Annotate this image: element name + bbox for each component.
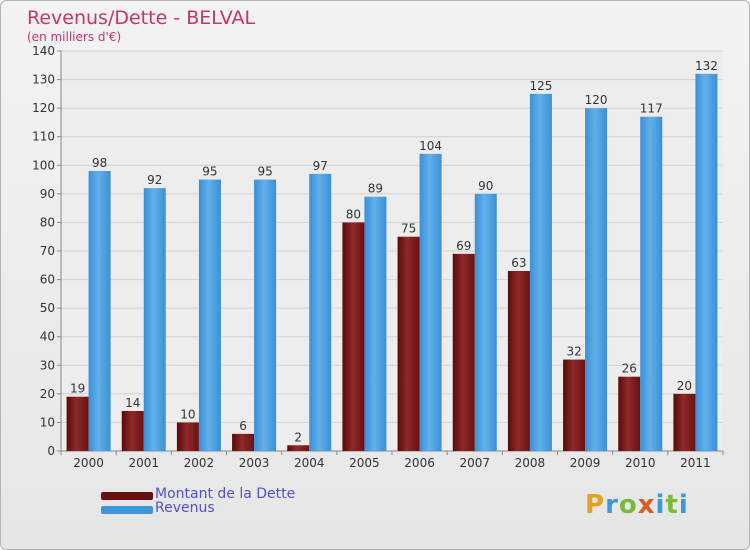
y-tick-label: 120 [32, 101, 55, 115]
y-tick-label: 10 [40, 415, 55, 429]
bar-debt [232, 433, 255, 451]
bar-revenue [143, 188, 166, 451]
y-tick-label: 50 [40, 301, 55, 315]
data-label-revenue: 90 [478, 179, 493, 193]
x-tick-label: 2000 [73, 456, 104, 470]
data-label-debt: 32 [566, 345, 581, 359]
bar-revenue [364, 196, 387, 451]
y-tick-label: 90 [40, 187, 55, 201]
logo-letter: i [678, 490, 689, 520]
bar-revenue [419, 153, 442, 451]
legend-label-debt: Montant de la Dette [155, 486, 296, 502]
proxiti-logo: Proxiti [585, 490, 689, 520]
data-label-debt: 63 [511, 256, 526, 270]
data-label-debt: 19 [70, 382, 85, 396]
data-label-revenue: 132 [695, 59, 718, 73]
x-tick-label: 2006 [404, 456, 435, 470]
bar-debt [618, 376, 641, 451]
y-tick-label: 60 [40, 273, 55, 287]
bar-revenue [198, 179, 221, 452]
chart-subtitle: (en milliers d'€) [27, 30, 122, 44]
x-tick-label: 2011 [680, 456, 711, 470]
bar-revenue [254, 179, 277, 452]
bar-revenue [88, 171, 111, 451]
data-label-debt: 20 [677, 379, 692, 393]
data-label-revenue: 95 [257, 165, 272, 179]
data-label-debt: 2 [294, 430, 302, 444]
bar-revenue [474, 193, 497, 451]
data-label-debt: 69 [456, 239, 471, 253]
y-tick-label: 0 [47, 444, 55, 458]
legend-swatch-revenue [101, 506, 153, 514]
data-label-debt: 14 [125, 396, 140, 410]
x-tick-label: 2004 [294, 456, 325, 470]
bar-debt [397, 236, 420, 451]
x-tick-label: 2007 [459, 456, 490, 470]
bar-revenue [529, 93, 552, 451]
logo-letter: t [665, 490, 679, 520]
x-tick-label: 2005 [349, 456, 380, 470]
y-tick-label: 110 [32, 130, 55, 144]
data-label-revenue: 120 [585, 93, 608, 107]
bar-debt [121, 411, 144, 451]
logo-letter: i [655, 490, 666, 520]
y-tick-label: 40 [40, 330, 55, 344]
bar-debt [563, 359, 586, 451]
bar-debt [452, 253, 475, 451]
logo-letter: o [618, 490, 638, 520]
y-tick-label: 30 [40, 358, 55, 372]
data-label-debt: 6 [239, 419, 247, 433]
data-label-revenue: 98 [92, 156, 107, 170]
data-label-debt: 26 [622, 362, 637, 376]
x-tick-label: 2001 [128, 456, 159, 470]
logo-letter: P [585, 490, 606, 520]
x-tick-label: 2010 [625, 456, 656, 470]
bar-debt [287, 445, 310, 451]
y-tick-label: 140 [32, 44, 55, 58]
bar-revenue [585, 108, 608, 452]
y-tick-label: 20 [40, 387, 55, 401]
y-tick-label: 80 [40, 215, 55, 229]
bar-revenue [309, 173, 332, 451]
bar-revenue [695, 73, 718, 451]
data-label-revenue: 104 [419, 139, 442, 153]
logo-letter: x [637, 490, 656, 520]
x-tick-label: 2002 [184, 456, 215, 470]
y-tick-label: 100 [32, 158, 55, 172]
bar-debt [66, 396, 89, 451]
data-label-revenue: 125 [529, 79, 552, 93]
chart-title: Revenus/Dette - BELVAL [27, 7, 256, 29]
bar-debt [176, 422, 199, 451]
x-tick-label: 2003 [239, 456, 270, 470]
y-tick-label: 70 [40, 244, 55, 258]
logo-letter: r [605, 490, 619, 520]
bar-debt [507, 271, 530, 451]
data-label-debt: 75 [401, 222, 416, 236]
x-tick-label: 2008 [515, 456, 546, 470]
data-label-revenue: 97 [313, 159, 328, 173]
bar-revenue [640, 116, 663, 451]
data-label-revenue: 92 [147, 173, 162, 187]
x-tick-label: 2009 [570, 456, 601, 470]
data-label-revenue: 117 [640, 102, 663, 116]
legend-label-revenue: Revenus [155, 500, 215, 516]
data-label-revenue: 95 [202, 165, 217, 179]
data-label-debt: 80 [346, 207, 361, 221]
data-label-debt: 10 [180, 407, 195, 421]
legend-swatch-debt [101, 492, 153, 500]
data-label-revenue: 89 [368, 182, 383, 196]
y-tick-label: 130 [32, 73, 55, 87]
bar-debt [673, 393, 696, 451]
bar-debt [342, 222, 365, 451]
